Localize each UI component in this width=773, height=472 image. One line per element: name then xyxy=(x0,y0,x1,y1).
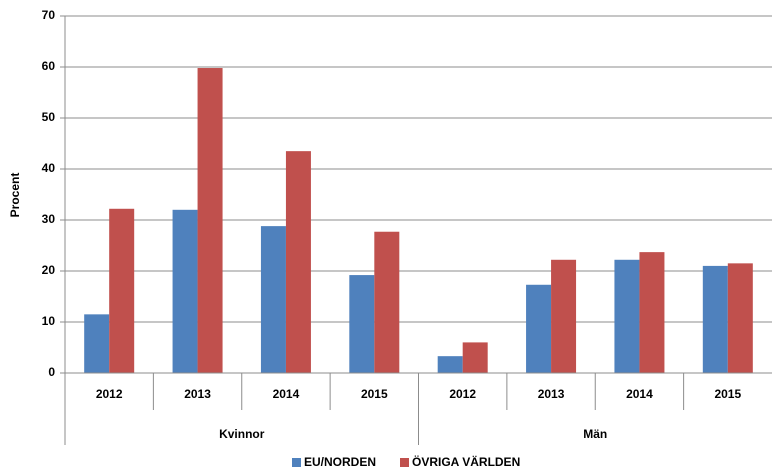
bar xyxy=(285,151,311,373)
bar xyxy=(437,356,463,373)
bar xyxy=(374,231,400,373)
bar xyxy=(260,226,286,373)
x-tick-label: 2015 xyxy=(361,387,388,401)
bar xyxy=(526,284,552,373)
bar xyxy=(639,252,665,373)
group-label: Män xyxy=(583,427,607,441)
y-tick-label: 30 xyxy=(42,212,56,226)
bar xyxy=(462,342,488,373)
bar xyxy=(172,209,198,373)
bar xyxy=(614,259,640,373)
bar xyxy=(727,263,753,373)
group-label: Kvinnor xyxy=(219,427,265,441)
legend-swatch xyxy=(400,458,409,467)
bar xyxy=(702,265,728,373)
x-tick-label: 2012 xyxy=(96,387,123,401)
y-tick-label: 20 xyxy=(42,263,56,277)
bar xyxy=(349,275,375,373)
y-tick-label: 40 xyxy=(42,161,56,175)
x-tick-label: 2012 xyxy=(449,387,476,401)
y-tick-label: 0 xyxy=(48,365,55,379)
y-axis-label: Procent xyxy=(8,173,22,218)
legend-swatch xyxy=(292,458,301,467)
x-tick-label: 2013 xyxy=(184,387,211,401)
bar xyxy=(197,68,223,374)
x-tick-label: 2015 xyxy=(714,387,741,401)
y-tick-label: 50 xyxy=(42,110,56,124)
bar xyxy=(109,208,135,373)
x-tick-label: 2014 xyxy=(626,387,653,401)
y-tick-label: 60 xyxy=(42,59,56,73)
x-tick-label: 2014 xyxy=(273,387,300,401)
x-tick-label: 2013 xyxy=(538,387,565,401)
y-tick-label: 10 xyxy=(42,314,56,328)
y-tick-label: 70 xyxy=(42,8,56,22)
bar xyxy=(551,259,577,373)
legend-label: EU/NORDEN xyxy=(304,455,376,469)
legend-label: ÖVRIGA VÄRLDEN xyxy=(412,454,520,469)
bar xyxy=(84,314,110,373)
